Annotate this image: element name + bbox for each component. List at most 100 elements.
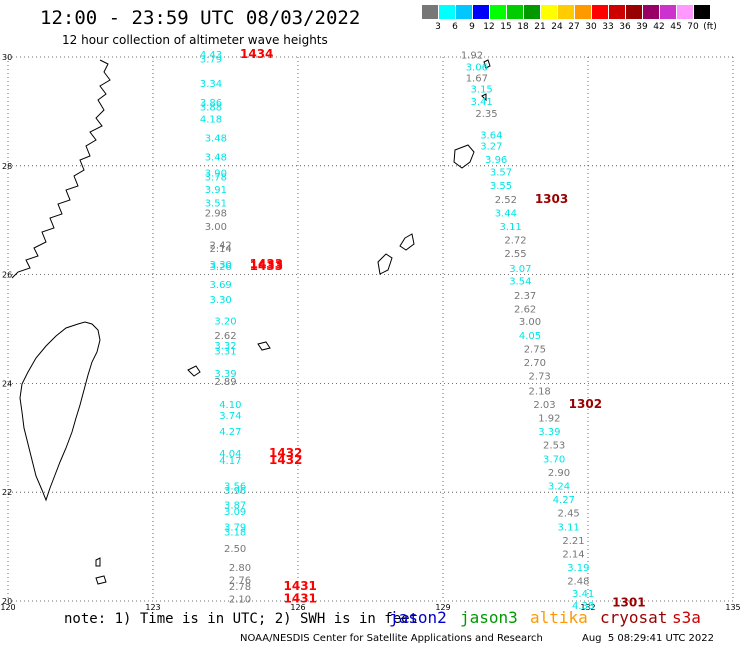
wave-height-value: 3.87 — [224, 501, 246, 512]
wave-height-value: 2.42 — [210, 240, 232, 251]
legend-label: 6 — [452, 22, 458, 32]
mission-cryosat: cryosat — [600, 608, 668, 627]
footer-note: note: 1) Time is in UTC; 2) SWH is in fe… — [64, 611, 419, 627]
wave-height-value: 2.90 — [548, 468, 570, 479]
wave-height-value: 3.90 — [205, 169, 227, 180]
wave-height-value: 3.96 — [485, 155, 507, 166]
wave-height-value: 2.50 — [224, 544, 246, 555]
wave-height-value: 3.41 — [471, 97, 493, 108]
wave-height-value: 3.57 — [490, 168, 512, 179]
wave-height-value: 2.35 — [475, 109, 497, 120]
tanegashima-islands — [481, 59, 491, 102]
wave-height-value: 3.56 — [224, 481, 246, 492]
legend-label: 21 — [534, 22, 546, 32]
wave-height-value: 3.39 — [214, 369, 236, 380]
wave-height-value: 2.10 — [229, 595, 251, 606]
legend-swatch — [660, 5, 676, 19]
wave-height-value: 2.03 — [533, 400, 555, 411]
wave-height-value: 3.88 — [200, 102, 222, 113]
wave-height-value: 4.27 — [219, 427, 241, 438]
lon-tick-label: 126 — [290, 603, 305, 612]
wave-height-value: 2.45 — [558, 509, 580, 520]
wave-height-value: 3.30 — [210, 260, 232, 271]
legend-swatch — [541, 5, 557, 19]
lat-lon-grid — [7, 56, 734, 602]
axis-labels: 120 123 126 129 132 135 20 22 24 26 28 30 — [0, 53, 740, 612]
pass-id-label: 1431 — [284, 579, 317, 593]
legend-swatch — [473, 5, 489, 19]
wave-height-value: 3.54 — [509, 276, 531, 287]
legend-label: 15 — [500, 22, 512, 32]
legend-swatch — [507, 5, 523, 19]
wave-height-value: 3.51 — [205, 199, 227, 210]
legend-swatch — [677, 5, 693, 19]
legend-label: 39 — [636, 22, 648, 32]
pass-id-label: 1303 — [535, 192, 568, 206]
wave-height-value: 2.75 — [524, 344, 546, 355]
wave-height-value: 1.92 — [461, 51, 483, 62]
pass-id-label: 1433 — [250, 257, 283, 271]
wave-height-value: 3.78 — [205, 172, 227, 183]
legend-swatch — [439, 5, 455, 19]
wave-height-value: 3.00 — [205, 222, 227, 233]
pass-id-label: 1432 — [269, 446, 302, 460]
wave-height-value: 3.48 — [205, 152, 227, 163]
wave-height-value: 3.26 — [210, 262, 232, 273]
lat-tick-label: 28 — [2, 162, 12, 171]
legend-swatch — [490, 5, 506, 19]
wave-height-value: 3.86 — [200, 98, 222, 109]
mission-jason3: jason3 — [460, 608, 518, 627]
legend-swatch — [558, 5, 574, 19]
legend-swatch — [422, 5, 438, 19]
mission-jason2: jason2 — [389, 608, 447, 627]
wave-height-value: 3.74 — [219, 411, 241, 422]
wave-height-value: 3.24 — [548, 481, 570, 492]
wave-height-value: 3.91 — [205, 185, 227, 196]
miyako-island — [257, 341, 271, 351]
wave-height-value: 2.80 — [229, 563, 251, 574]
wave-height-value: 3.07 — [509, 264, 531, 275]
wave-height-value: 3.00 — [519, 317, 541, 328]
wave-height-value: 2.76 — [229, 576, 251, 587]
wave-height-value: 4.27 — [553, 495, 575, 506]
wave-height-value: 3.31 — [214, 347, 236, 358]
wave-height-value: 3.20 — [214, 317, 236, 328]
wave-height-value: 3.79 — [200, 54, 222, 65]
wave-height-value: 2.53 — [543, 441, 565, 452]
pass-id-label: 1301 — [612, 595, 645, 609]
legend-swatch — [643, 5, 659, 19]
footer-credit: NOAA/NESDIS Center for Satellite Applica… — [240, 633, 543, 644]
wave-height-value: 2.70 — [524, 358, 546, 369]
map-subtitle: 12 hour collection of altimeter wave hei… — [62, 33, 328, 47]
lat-tick-label: 30 — [2, 53, 12, 62]
wave-height-value: 2.72 — [504, 236, 526, 247]
lon-tick-label: 132 — [580, 603, 595, 612]
wave-height-value: 2.62 — [214, 331, 236, 342]
legend-label: 12 — [483, 22, 495, 32]
wave-height-value: 4.05 — [519, 331, 541, 342]
wave-height-value: 3.11 — [500, 222, 522, 233]
legend-label: 42 — [653, 22, 665, 32]
wave-height-value: 3.41 — [572, 589, 594, 600]
wave-height-value: 3.69 — [210, 280, 232, 291]
coastlines — [11, 59, 491, 585]
wave-height-value: 2.98 — [205, 208, 227, 219]
legend-swatch — [592, 5, 608, 19]
taiwan-coastline — [19, 321, 101, 502]
wave-height-value: 3.55 — [490, 181, 512, 192]
wave-height-value: 2.78 — [229, 582, 251, 593]
lon-tick-label: 120 — [0, 603, 15, 612]
legend-label: 24 — [551, 22, 563, 32]
wave-height-value: 3.34 — [200, 79, 222, 90]
legend-label: 30 — [585, 22, 597, 32]
wave-height-value: 2.21 — [562, 536, 584, 547]
wave-height-value: 3.09 — [224, 507, 246, 518]
wave-height-value: 2.62 — [514, 305, 536, 316]
legend-label: 70 — [687, 22, 699, 32]
wave-height-value: 4.04 — [219, 449, 241, 460]
wave-height-value: 4.17 — [219, 456, 241, 467]
lat-tick-label: 20 — [2, 597, 12, 606]
legend-label: 9 — [469, 22, 475, 32]
amami-island — [399, 233, 415, 251]
